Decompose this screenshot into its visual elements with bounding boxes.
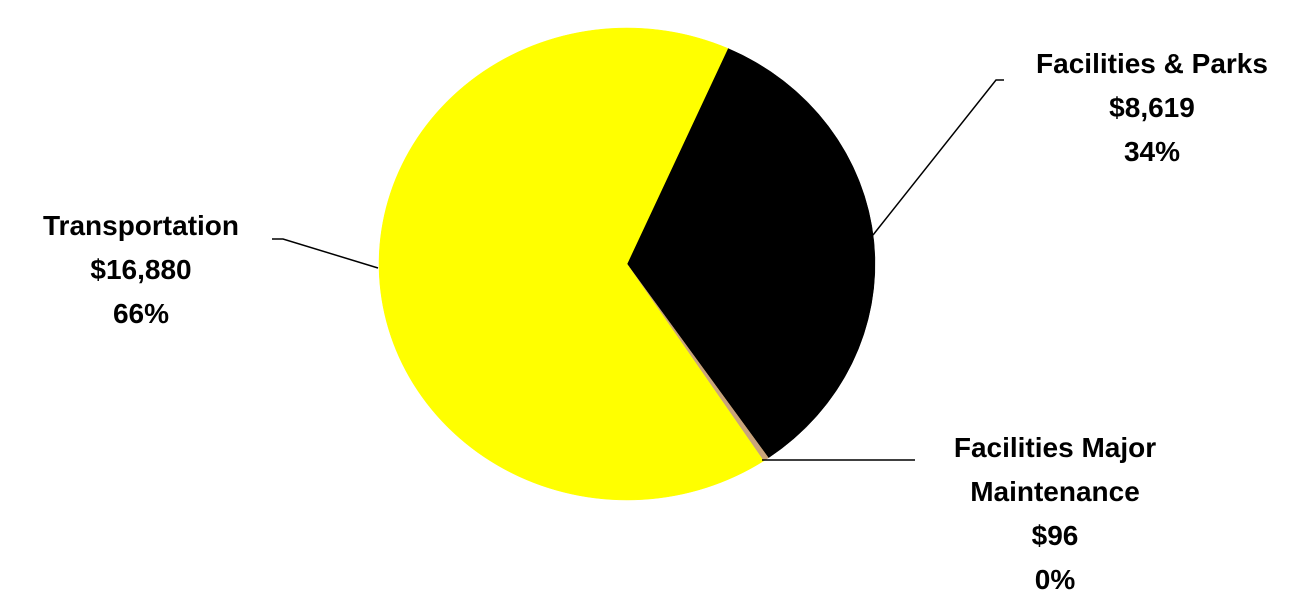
percent-label: 0%: [1034, 564, 1076, 594]
category-label: Facilities Major Maintenance: [953, 432, 1157, 507]
slice-label: Transportation $16,880 66%: [0, 204, 282, 336]
category-label: Facilities & Parks: [1036, 48, 1268, 79]
pie-slice: [378, 27, 764, 501]
percent-label: 34%: [1123, 136, 1181, 167]
slice-label: Facilities & Parks $8,619 34%: [992, 42, 1312, 174]
value-label: $8,619: [1109, 92, 1195, 123]
slice-label: Facilities Major Maintenance $96 0%: [910, 426, 1200, 594]
pie-slice: [626, 48, 876, 459]
value-label: $96: [1031, 520, 1079, 551]
category-label: Transportation: [42, 210, 239, 241]
leader-line: [272, 238, 379, 269]
percent-label: 66%: [112, 298, 170, 329]
leader-line: [872, 79, 1004, 236]
value-label: $16,880: [90, 254, 192, 285]
